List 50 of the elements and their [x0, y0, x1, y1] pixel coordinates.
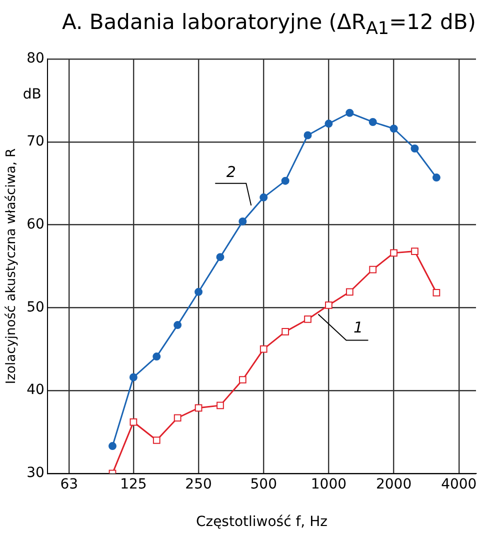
- point: [432, 174, 440, 182]
- point: [260, 193, 268, 202]
- y-tick-label: 50: [26, 299, 44, 316]
- x-tick-label: 1000: [310, 476, 347, 492]
- series-label: 2: [226, 162, 236, 181]
- point: [325, 301, 332, 309]
- y-axis-title: Izolacyjność akustyczna właściwa, R: [4, 148, 20, 384]
- point: [432, 289, 440, 296]
- point: [390, 124, 398, 133]
- x-tick-label: 4000: [441, 476, 477, 492]
- x-tick-label: 2000: [376, 476, 412, 492]
- text: dB: [22, 86, 42, 103]
- x-axis-title: Częstotliwość f, Hz: [196, 514, 328, 530]
- point: [216, 253, 224, 262]
- point: [281, 176, 290, 185]
- y-tick-label: 80: [26, 50, 44, 67]
- point: [410, 144, 419, 153]
- x-tick-label: 63: [60, 476, 78, 492]
- point: [152, 352, 161, 361]
- point: [346, 288, 354, 296]
- point: [174, 321, 182, 330]
- point: [194, 288, 203, 296]
- x-tick-label: 500: [250, 476, 277, 492]
- point: [129, 373, 138, 382]
- point: [108, 442, 116, 450]
- y-tick-label: 40: [26, 382, 44, 398]
- y-tick-label: 60: [26, 216, 44, 232]
- point: [174, 414, 182, 422]
- point: [282, 328, 290, 336]
- point: [152, 436, 160, 444]
- y-tick-label: 70: [26, 134, 44, 150]
- point: [260, 345, 268, 353]
- point: [304, 131, 312, 140]
- point: [411, 248, 418, 255]
- point: [238, 217, 247, 226]
- x-tick-label: 125: [120, 476, 147, 492]
- point: [324, 120, 333, 128]
- point: [369, 266, 377, 274]
- y-tick-label: 30: [26, 465, 44, 482]
- point: [216, 402, 224, 410]
- point: [346, 108, 354, 117]
- point: [304, 316, 312, 323]
- chart-title: A. Badania laboratoryjne (ΔR$_{A1}$=12 dB): [61, 9, 477, 42]
- x-tick-label: 250: [185, 476, 212, 492]
- point: [238, 376, 246, 384]
- point: [368, 118, 377, 126]
- point: [130, 418, 138, 426]
- point: [390, 249, 398, 257]
- series-label: 1: [353, 318, 364, 337]
- point: [194, 404, 202, 412]
